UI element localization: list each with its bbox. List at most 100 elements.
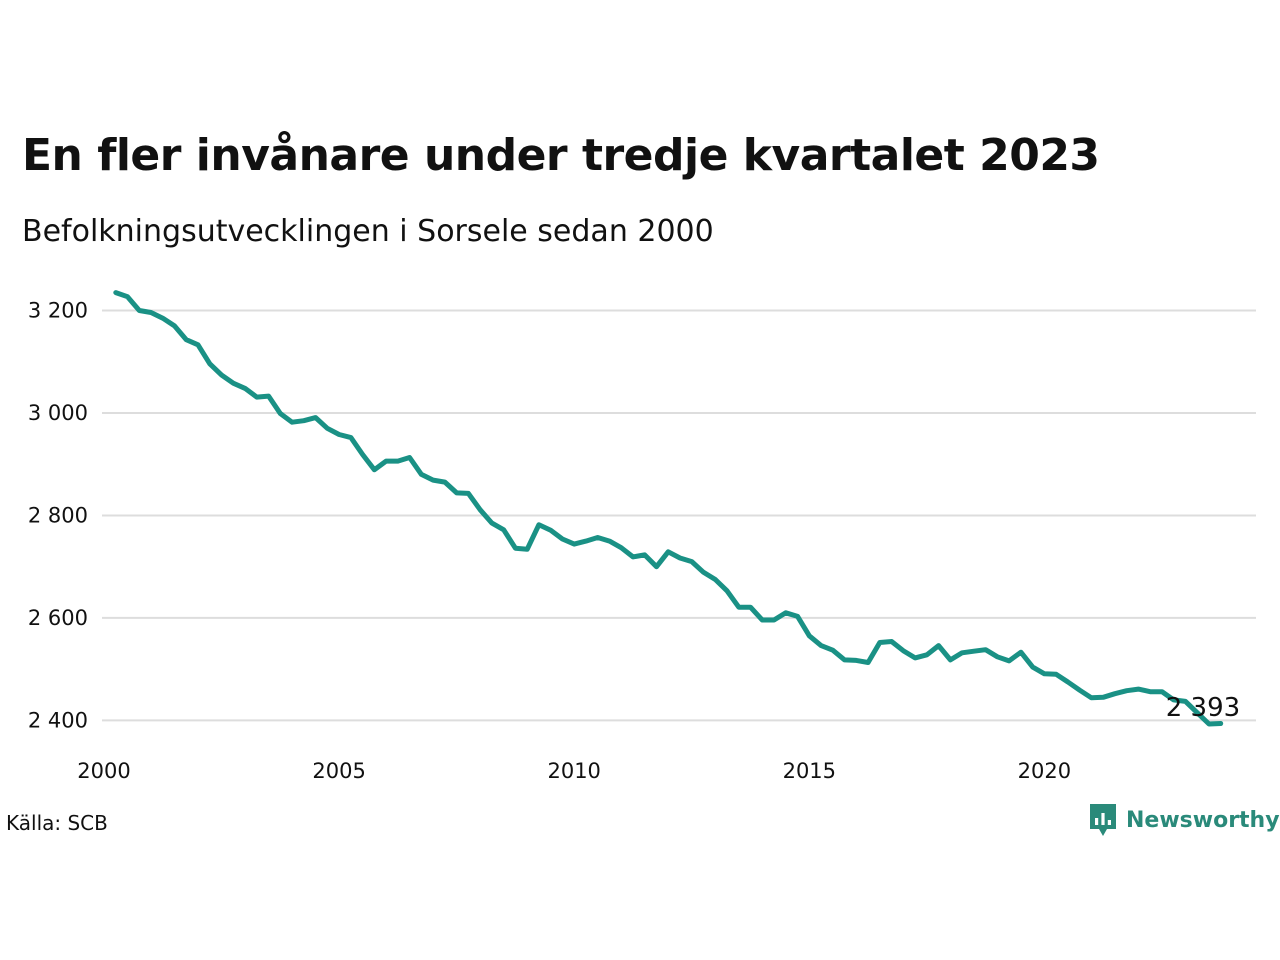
- data-point: [842, 657, 847, 662]
- data-point: [1160, 689, 1165, 694]
- data-point: [807, 633, 812, 638]
- data-point: [901, 648, 906, 653]
- y-tick-label: 3 200: [28, 298, 88, 322]
- data-point: [1007, 658, 1012, 663]
- data-point: [1077, 688, 1082, 693]
- data-point: [701, 570, 706, 575]
- data-point: [196, 342, 201, 347]
- data-point: [489, 521, 494, 526]
- data-point: [995, 654, 1000, 659]
- newsworthy-bar-chart-logo-icon: [1090, 804, 1116, 836]
- data-point: [854, 658, 859, 663]
- y-axis-tick-labels: 2 400 2 600 2 800 3 000 3 200: [28, 298, 88, 732]
- data-point: [772, 618, 777, 623]
- chart-subtitle: Befolkningsutvecklingen i Sorsele sedan …: [22, 214, 714, 249]
- data-point: [960, 650, 965, 655]
- series-layer: [113, 290, 1224, 727]
- y-tick-label: 3 000: [28, 401, 88, 425]
- data-point: [736, 605, 741, 610]
- data-point: [548, 528, 553, 533]
- end-value-label: 2 393: [1166, 693, 1240, 723]
- data-point: [301, 418, 306, 423]
- data-point: [254, 395, 259, 400]
- x-tick-label: 2020: [1018, 759, 1071, 783]
- data-point: [290, 420, 295, 425]
- data-point: [407, 455, 412, 460]
- data-point: [830, 648, 835, 653]
- data-point: [384, 459, 389, 464]
- data-point: [536, 522, 541, 527]
- data-point: [971, 649, 976, 654]
- data-point: [678, 556, 683, 561]
- data-point: [1124, 688, 1129, 693]
- data-point: [1101, 695, 1106, 700]
- data-point: [760, 618, 765, 623]
- data-point: [372, 467, 377, 472]
- data-point: [1042, 671, 1047, 676]
- data-point: [348, 435, 353, 440]
- data-point: [572, 542, 577, 547]
- data-point: [184, 337, 189, 342]
- data-point: [560, 537, 565, 542]
- data-point: [654, 564, 659, 569]
- x-tick-label: 2000: [77, 759, 130, 783]
- y-tick-label: 2 800: [28, 503, 88, 527]
- data-point: [725, 588, 730, 593]
- data-point: [513, 546, 518, 551]
- data-point: [748, 605, 753, 610]
- data-point: [313, 415, 318, 420]
- data-point: [795, 614, 800, 619]
- series-line-population: [113, 290, 1224, 727]
- data-point: [337, 432, 342, 437]
- data-point: [360, 452, 365, 457]
- data-point: [1136, 687, 1141, 692]
- source-note: Källa: SCB: [6, 811, 108, 835]
- data-labels: 2 393: [1166, 693, 1240, 723]
- data-point: [266, 394, 271, 399]
- data-point: [466, 491, 471, 496]
- x-tick-label: 2010: [547, 759, 600, 783]
- data-point: [231, 381, 236, 386]
- data-point: [924, 652, 929, 657]
- data-point: [149, 310, 154, 315]
- data-point: [478, 507, 483, 512]
- data-point: [607, 539, 612, 544]
- data-point: [207, 361, 212, 366]
- data-point: [395, 459, 400, 464]
- data-point: [1089, 695, 1094, 700]
- data-point: [631, 554, 636, 559]
- data-point: [454, 490, 459, 495]
- data-point: [1148, 689, 1153, 694]
- data-point: [1054, 672, 1059, 677]
- data-point: [948, 657, 953, 662]
- brand-logo-block[interactable]: Newsworthy: [1088, 803, 1280, 837]
- data-point: [419, 472, 424, 477]
- data-point: [595, 535, 600, 540]
- data-point: [666, 549, 671, 554]
- data-point: [325, 426, 330, 431]
- data-point: [619, 545, 624, 550]
- gridlines: [102, 309, 1256, 722]
- data-point: [172, 323, 177, 328]
- data-point: [689, 559, 694, 564]
- chart-title: En fler invånare under tredje kvartalet …: [22, 130, 1100, 181]
- data-point: [1030, 665, 1035, 670]
- data-point: [713, 577, 718, 582]
- data-point: [243, 386, 248, 391]
- data-point: [137, 308, 142, 313]
- y-tick-label: 2 600: [28, 606, 88, 630]
- data-point: [783, 610, 788, 615]
- data-point: [1018, 650, 1023, 655]
- data-point: [584, 539, 589, 544]
- data-point: [125, 294, 130, 299]
- y-tick-label: 2 400: [28, 708, 88, 732]
- data-point: [431, 478, 436, 483]
- data-point: [983, 647, 988, 652]
- data-point: [1065, 680, 1070, 685]
- data-point: [889, 639, 894, 644]
- data-point: [219, 373, 224, 378]
- brand-name: Newsworthy: [1126, 807, 1280, 833]
- data-point: [1112, 691, 1117, 696]
- data-point: [819, 643, 824, 648]
